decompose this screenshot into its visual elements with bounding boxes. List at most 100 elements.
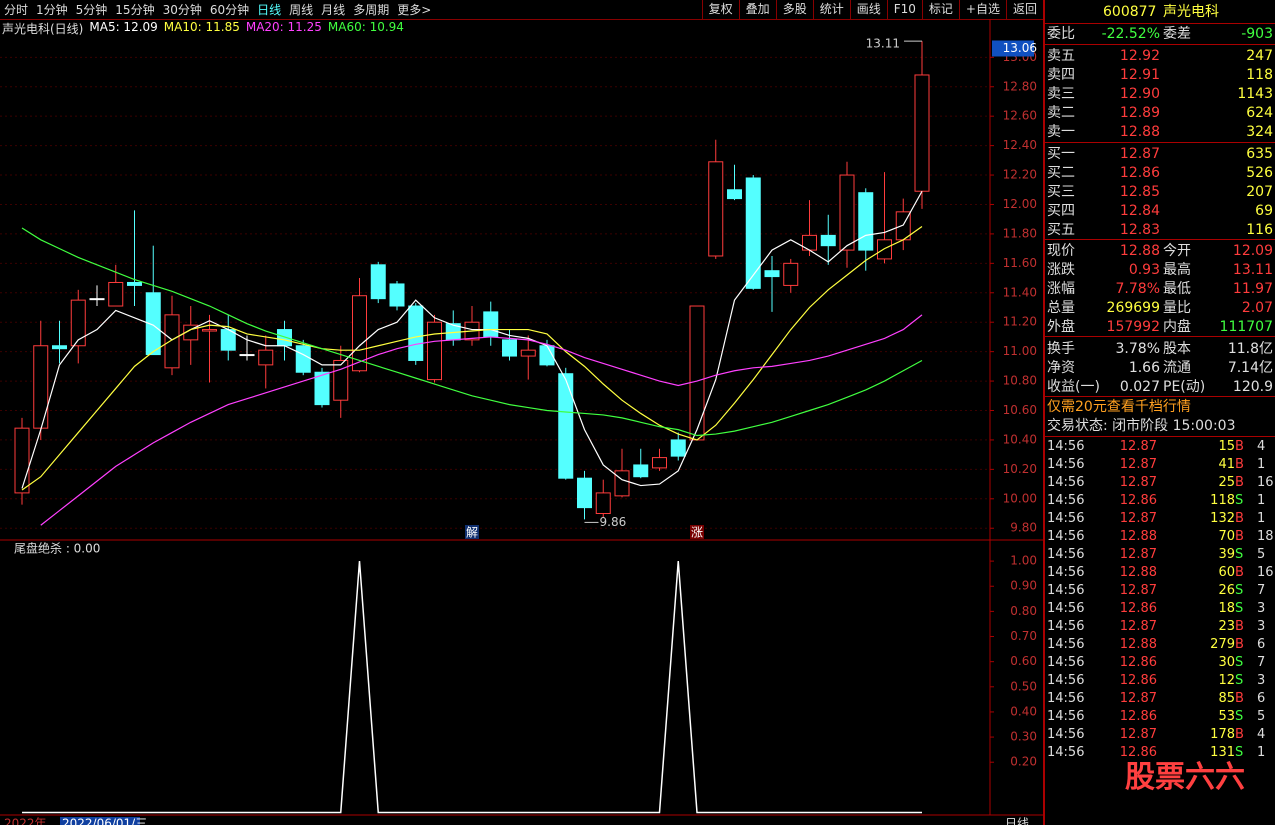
watermark: 股票六六: [1125, 758, 1245, 798]
toolbar-button[interactable]: 返回: [1005, 0, 1043, 19]
candle-body: [727, 189, 742, 200]
toolbar-button[interactable]: 画线: [849, 0, 887, 19]
trade-volume: 12: [1218, 673, 1235, 688]
candle-body: [670, 439, 686, 457]
y-tick-label: 12.40: [1003, 138, 1037, 152]
stat-label: 股本: [1163, 341, 1191, 357]
value: -903: [1241, 26, 1273, 42]
signal-box: [465, 525, 479, 539]
period-tab[interactable]: 60分钟: [209, 3, 250, 17]
trade-volume: 25: [1218, 475, 1235, 490]
order-level: 买二: [1047, 165, 1075, 181]
candle-body: [52, 345, 67, 350]
trade-side: B: [1235, 637, 1244, 652]
period-tab[interactable]: 月线: [321, 3, 346, 17]
signal-box: [690, 525, 704, 539]
trade-side: B: [1235, 727, 1244, 742]
x-axis-label: 2022年: [4, 817, 47, 825]
order-level: 卖四: [1047, 67, 1075, 83]
period-tab[interactable]: 多周期: [353, 3, 390, 17]
stat-value: 3.78%: [1115, 341, 1160, 357]
order-volume: 116: [1246, 222, 1273, 238]
period-tab[interactable]: 分时: [4, 3, 29, 17]
trade-time: 14:56: [1047, 691, 1085, 706]
order-price: 12.90: [1119, 86, 1160, 102]
order-volume: 207: [1246, 184, 1273, 200]
price-box: [992, 40, 1034, 57]
period-tab[interactable]: 5分钟: [75, 3, 108, 17]
signal: 涨: [691, 525, 703, 540]
toolbar-button[interactable]: 多股: [775, 0, 813, 19]
trade-volume: 30: [1218, 655, 1235, 670]
trade-side: S: [1235, 655, 1244, 670]
x-axis-label: 2022/06/01/三: [62, 817, 147, 825]
period-tab[interactable]: 日线: [257, 3, 282, 17]
toolbar-button[interactable]: 复权: [701, 0, 739, 19]
period-tab[interactable]: 30分钟: [162, 3, 202, 17]
stat-label: 最高: [1163, 262, 1191, 278]
candle-body: [858, 192, 874, 251]
period-tab[interactable]: 1分钟: [36, 3, 68, 17]
trade-price: 12.87: [1119, 475, 1157, 490]
candle-body: [877, 239, 892, 260]
trade-volume: 131: [1210, 745, 1235, 760]
stat-label: 收益(一): [1047, 379, 1100, 395]
trade-side: B: [1235, 511, 1244, 526]
trade-price: 12.86: [1119, 673, 1157, 688]
toolbar-button[interactable]: 标记: [921, 0, 959, 19]
trade-status: 交易状态: 闭市阶段 15:00:03: [1047, 418, 1236, 434]
stat-value: 12.88: [1119, 243, 1160, 259]
order-level: 卖三: [1047, 86, 1075, 102]
trade-price: 12.88: [1119, 565, 1157, 580]
period-tab[interactable]: 更多>: [397, 3, 432, 17]
stat-label: 涨跌: [1047, 262, 1075, 278]
trade-price: 12.87: [1119, 547, 1157, 562]
y-tick-label: 0.90: [1010, 579, 1037, 593]
trade-side: S: [1235, 493, 1244, 508]
candle-body: [89, 298, 105, 301]
candle-body: [914, 74, 930, 192]
candle-body: [127, 281, 142, 286]
y-tick-label: 10.40: [1003, 432, 1037, 446]
order-volume: 624: [1246, 105, 1273, 121]
candle-body: [820, 234, 836, 247]
label: 委差: [1163, 26, 1191, 42]
order-level: 买五: [1047, 222, 1075, 238]
toolbar: 分时 1分钟 5分钟 15分钟 30分钟 60分钟 日线 周线 月线 多周期 更多> 复权 叠加 多股 统计…: [0, 0, 1043, 20]
promo-link[interactable]: 仅需20元查看千档行情: [1047, 399, 1191, 415]
stat-value: 269699: [1106, 300, 1160, 316]
stat-label: 现价: [1047, 243, 1075, 259]
y-tick-label: 11.80: [1003, 226, 1037, 240]
trade-time: 14:56: [1047, 745, 1085, 760]
candle-body: [295, 345, 311, 373]
price-box-label: 13.06: [1003, 41, 1037, 55]
separator: [1045, 396, 1275, 397]
toolbar-button[interactable]: 统计: [812, 0, 850, 19]
order-volume: 118: [1246, 67, 1273, 83]
trade-count: 16: [1257, 475, 1274, 490]
period-tab[interactable]: 15分钟: [115, 3, 155, 17]
candle-body: [277, 329, 292, 347]
trade-time: 14:56: [1047, 511, 1085, 526]
period-tab[interactable]: 周线: [289, 3, 314, 17]
candle-body: [483, 311, 499, 338]
trade-price: 12.87: [1119, 691, 1157, 706]
stat-value: 11.8亿: [1227, 341, 1273, 357]
candle-body: [558, 373, 574, 479]
order-level: 买一: [1047, 146, 1075, 162]
toolbar-button[interactable]: +自选: [958, 0, 1006, 19]
trade-price: 12.87: [1119, 511, 1157, 526]
trade-count: 1: [1257, 745, 1266, 760]
trade-time: 14:56: [1047, 709, 1085, 724]
trade-time: 14:56: [1047, 601, 1085, 616]
y-tick-label: 0.20: [1010, 755, 1037, 769]
candle-body: [614, 470, 630, 497]
trade-count: 7: [1257, 655, 1266, 670]
candle-body: [352, 295, 367, 372]
toolbar-button[interactable]: F10: [886, 0, 922, 19]
candle-body: [314, 371, 330, 406]
trade-side: S: [1235, 583, 1244, 598]
stat-label: 涨幅: [1047, 281, 1075, 297]
toolbar-button[interactable]: 叠加: [738, 0, 776, 19]
